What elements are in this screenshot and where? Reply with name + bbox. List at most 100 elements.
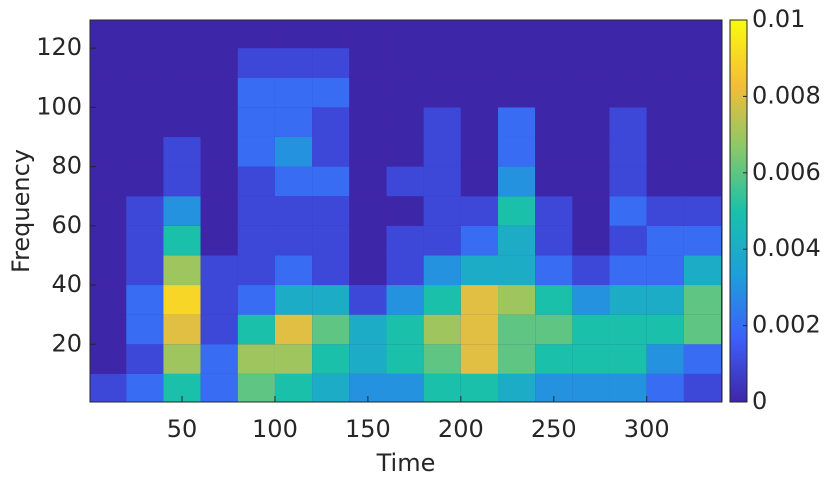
heatmap-cell: [683, 373, 722, 402]
plot-frame: [89, 19, 723, 403]
heatmap-cell: [572, 314, 610, 345]
x-tick-label: 250: [531, 415, 577, 443]
heatmap-cell: [572, 255, 610, 286]
heatmap-cell: [312, 20, 350, 49]
heatmap-cell: [572, 373, 610, 402]
heatmap-cell: [535, 196, 573, 226]
heatmap-cell: [609, 136, 647, 167]
heatmap-cell: [683, 136, 722, 167]
heatmap-cell: [274, 196, 313, 226]
heatmap-cell: [163, 255, 201, 286]
heatmap-cell: [386, 285, 424, 315]
heatmap-cell: [274, 373, 313, 402]
heatmap-cell: [423, 225, 461, 256]
heatmap-cell: [312, 196, 350, 226]
heatmap-cell: [126, 285, 164, 315]
heatmap-cell: [423, 20, 461, 49]
heatmap-cell: [90, 255, 127, 286]
heatmap-cell: [386, 314, 424, 345]
heatmap-cell: [200, 166, 238, 197]
heatmap-cell: [683, 77, 722, 108]
heatmap-cell: [90, 373, 127, 402]
heatmap-cell: [423, 314, 461, 345]
colorbar-tick-label: 0: [752, 387, 767, 415]
heatmap-cell: [126, 48, 164, 78]
heatmap-cell: [498, 136, 536, 167]
x-tick-label: 150: [345, 415, 391, 443]
heatmap-cell: [609, 373, 647, 402]
heatmap-cell: [646, 48, 684, 78]
heatmap-cell: [200, 255, 238, 286]
heatmap-cell: [312, 166, 350, 197]
heatmap-cell: [237, 166, 275, 197]
y-tick-label: 120: [36, 33, 82, 61]
heatmap-cell: [609, 166, 647, 197]
heatmap-cell: [163, 107, 201, 137]
heatmap-cell: [163, 285, 201, 315]
heatmap-cell: [274, 107, 313, 137]
heatmap-cell: [423, 166, 461, 197]
heatmap-cell: [349, 48, 387, 78]
heatmap-cell: [90, 77, 127, 108]
heatmap-cell: [683, 48, 722, 78]
heatmap-cell: [237, 255, 275, 286]
heatmap-cell: [274, 225, 313, 256]
heatmap-cell: [423, 77, 461, 108]
heatmap-cell: [90, 196, 127, 226]
heatmap-cell: [609, 77, 647, 108]
heatmap-cell: [646, 196, 684, 226]
heatmap-cell: [237, 225, 275, 256]
heatmap-cell: [460, 225, 499, 256]
heatmap-cell: [683, 166, 722, 197]
y-tick-label: 40: [51, 270, 82, 298]
heatmap-cell: [386, 20, 424, 49]
heatmap-cell: [683, 344, 722, 374]
heatmap-cell: [609, 285, 647, 315]
heatmap-cell: [312, 255, 350, 286]
heatmap-cell: [498, 225, 536, 256]
heatmap-cell: [200, 314, 238, 345]
heatmap-cell: [535, 77, 573, 108]
heatmap-cell: [200, 48, 238, 78]
heatmap-cell: [535, 48, 573, 78]
heatmap-cell: [237, 373, 275, 402]
heatmap-cell: [126, 196, 164, 226]
heatmap-cell: [386, 107, 424, 137]
heatmap-cell: [609, 314, 647, 345]
heatmap-cell: [312, 107, 350, 137]
heatmap-cell: [90, 136, 127, 167]
heatmap-cell: [460, 107, 499, 137]
heatmap-cell: [349, 255, 387, 286]
heatmap-cell: [498, 20, 536, 49]
heatmap-cell: [460, 48, 499, 78]
heatmap-cell: [498, 285, 536, 315]
heatmap-cell: [498, 344, 536, 374]
heatmap-cell: [609, 48, 647, 78]
heatmap-cell: [90, 20, 127, 49]
heatmap-cell: [237, 314, 275, 345]
heatmap-cell: [609, 196, 647, 226]
heatmap-cell: [572, 196, 610, 226]
heatmap-cell: [498, 196, 536, 226]
heatmap-cell: [126, 225, 164, 256]
heatmap-cell: [237, 48, 275, 78]
heatmap-cell: [609, 255, 647, 286]
heatmap-cell: [460, 373, 499, 402]
heatmap-cell: [609, 20, 647, 49]
heatmap-cell: [646, 314, 684, 345]
heatmap-cell: [126, 373, 164, 402]
heatmap-cell: [386, 48, 424, 78]
colorbar-tick-label: 0.002: [752, 311, 821, 339]
x-tick-label: 100: [252, 415, 298, 443]
heatmap-cell: [126, 20, 164, 49]
heatmap-cell: [609, 107, 647, 137]
heatmap-cell: [163, 48, 201, 78]
x-tick-label: 300: [624, 415, 670, 443]
heatmap-cell: [498, 77, 536, 108]
heatmap-cell: [646, 77, 684, 108]
heatmap-cell: [237, 136, 275, 167]
heatmap-cell: [460, 314, 499, 345]
heatmap-cell: [349, 107, 387, 137]
heatmap-cell: [312, 285, 350, 315]
